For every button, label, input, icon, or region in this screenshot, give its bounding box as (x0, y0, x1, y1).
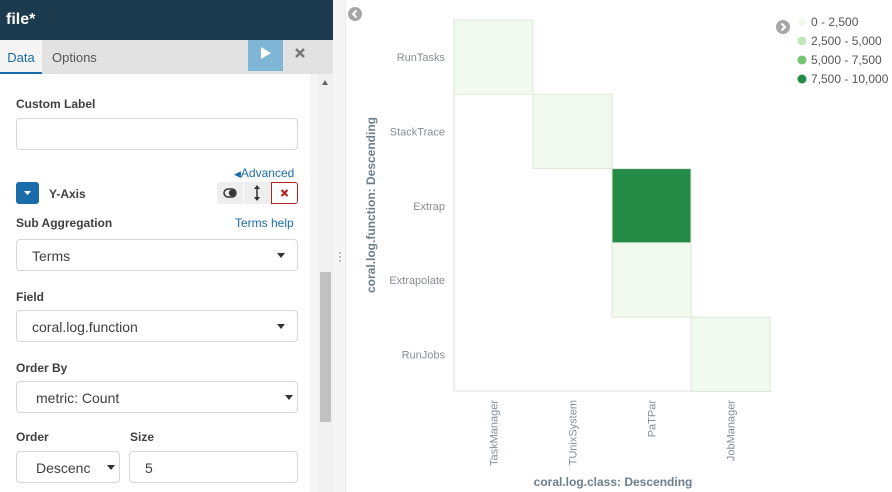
legend-swatch (797, 36, 807, 46)
reorder-handle[interactable] (244, 182, 270, 204)
legend: 0 - 2,500 2,500 - 5,000 5,000 - 7,500 7,500… (797, 15, 889, 86)
heatmap-cell[interactable] (453, 19, 534, 95)
order-by-select[interactable]: metric: Count (16, 381, 298, 413)
chevron-right-icon (780, 22, 787, 32)
remove-aggregation-button[interactable] (271, 182, 298, 204)
y-tick-label: Extrapolate (389, 275, 445, 287)
field-select[interactable]: coral.log.function (16, 310, 298, 342)
x-axis-title: coral.log.class: Descending (534, 475, 693, 489)
field-value: coral.log.function (32, 319, 138, 335)
play-icon (260, 47, 271, 59)
legend-swatch (797, 17, 807, 27)
heatmap-cell[interactable] (611, 242, 692, 318)
dropdown-caret-icon (107, 465, 115, 470)
legend-label[interactable]: 7,500 - 10,000 (811, 72, 889, 86)
heatmap-chart: RunTasks StackTrace Extrap Extrapolate RunJo… (348, 7, 889, 489)
terms-help-link[interactable]: Terms help (235, 216, 294, 230)
aggregation-form: Custom Label ◀Advanced Y-Axis Sub Aggreg… (0, 74, 310, 492)
collapse-editor-button[interactable] (348, 7, 362, 21)
sub-aggregation-heading: Sub Aggregation (16, 216, 113, 230)
caret-left-icon: ◀ (234, 169, 241, 179)
legend-swatch (797, 74, 807, 84)
legend-label[interactable]: 2,500 - 5,000 (811, 34, 882, 48)
order-by-heading: Order By (16, 361, 68, 375)
y-axis-title: coral.log.function: Descending (364, 117, 378, 293)
legend-toggle-button[interactable] (776, 20, 790, 34)
sub-aggregation-select[interactable]: Terms (16, 239, 298, 271)
toggle-enable-button[interactable] (217, 182, 243, 204)
close-icon (280, 189, 289, 197)
sub-aggregation-value: Terms (32, 248, 71, 264)
order-heading: Order (16, 430, 49, 444)
x-tick-label: PaTPar (647, 400, 659, 438)
discard-button[interactable] (284, 40, 316, 71)
dropdown-caret-icon (277, 324, 285, 329)
chevron-down-icon (24, 191, 31, 195)
order-value: Descenc (36, 460, 91, 476)
y-tick-label: RunTasks (397, 52, 446, 64)
arrows-vertical-icon (254, 185, 260, 201)
editor-title: file* (0, 0, 333, 40)
tab-options[interactable]: Options (52, 50, 97, 65)
y-tick-label: Extrap (413, 201, 445, 213)
heatmap-visualization: RunTasks StackTrace Extrap Extrapolate RunJo… (346, 0, 892, 492)
dropdown-caret-icon (285, 395, 293, 400)
x-tick-label: TaskManager (489, 400, 501, 466)
close-icon (295, 48, 305, 58)
custom-label-heading: Custom Label (16, 97, 96, 111)
legend-swatch (797, 55, 807, 65)
editor-tab-bar: Data Options (0, 40, 333, 74)
y-tick-label: RunJobs (402, 349, 446, 361)
scroll-up-arrow-icon[interactable] (322, 80, 328, 85)
heatmap-cell[interactable] (690, 316, 771, 393)
chevron-left-icon (351, 9, 358, 19)
resize-handle-icon[interactable]: · · · (338, 245, 342, 267)
legend-label[interactable]: 0 - 2,500 (811, 15, 859, 29)
panel-divider[interactable] (333, 0, 346, 492)
y-tick-label: StackTrace (390, 126, 445, 138)
y-axis-collapse-button[interactable] (16, 182, 39, 204)
x-tick-label: TUnixSystem (568, 400, 580, 465)
toggle-icon (223, 188, 237, 198)
apply-changes-button[interactable] (248, 40, 283, 71)
scrollbar-thumb[interactable] (320, 272, 331, 422)
size-heading: Size (130, 430, 155, 444)
advanced-toggle-link[interactable]: ◀Advanced (234, 166, 294, 180)
heatmap-cell[interactable] (532, 93, 613, 170)
dropdown-caret-icon (277, 253, 285, 258)
x-tick-label: JobManager (726, 400, 738, 461)
order-by-value: metric: Count (36, 390, 120, 406)
order-select[interactable]: Descenc (16, 451, 120, 483)
custom-label-input[interactable] (16, 118, 298, 150)
y-axis-heading: Y-Axis (49, 187, 86, 201)
size-input[interactable]: 5 (129, 451, 298, 483)
advanced-link-label: Advanced (240, 166, 295, 180)
field-heading: Field (16, 290, 45, 304)
editor-panel: file* Data Options Custom Label ◀Advance… (0, 0, 333, 492)
legend-label[interactable]: 5,000 - 7,500 (811, 53, 882, 67)
tab-data[interactable]: Data (0, 40, 42, 74)
heatmap-cell[interactable] (611, 168, 692, 244)
